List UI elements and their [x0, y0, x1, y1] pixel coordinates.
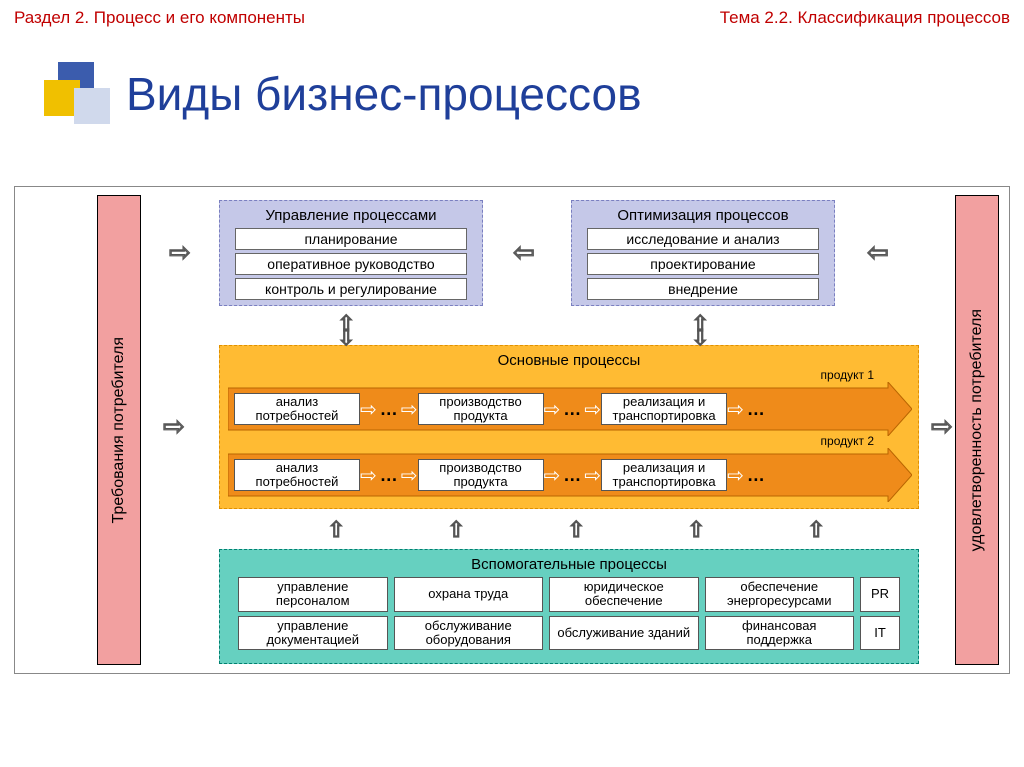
main-processes-box: Основные процессы продукт 1 продукт 2 ан… [219, 345, 919, 509]
support-item: PR [860, 577, 900, 612]
chain-step: анализ потребностей [234, 393, 360, 426]
right-pillar: удовлетворенность потребителя [955, 195, 999, 665]
arrow-icon: ⇩ [691, 325, 709, 351]
arrow-icon: ⇩ [337, 325, 355, 351]
left-pillar: Требования потребителя [97, 195, 141, 665]
process-diagram: Требования потребителя удовлетворенность… [14, 186, 1010, 674]
arrow-icon: ⇨ [544, 397, 561, 422]
optimization-box: Оптимизация процессов исследование и ана… [571, 200, 835, 306]
arrow-icon: ⇨ [931, 411, 953, 442]
mgmt-item: планирование [235, 228, 466, 250]
ellipsis: … [377, 465, 401, 486]
support-processes-box: Вспомогательные процессы управление перс… [219, 549, 919, 664]
opt-item: проектирование [587, 253, 818, 275]
arrow-icon: ⇨ [163, 411, 185, 442]
topic-label: Тема 2.2. Классификация процессов [720, 8, 1010, 28]
arrow-icon: ⇦ [867, 237, 889, 268]
page-header: Раздел 2. Процесс и его компоненты Тема … [0, 0, 1024, 28]
ellipsis: … [560, 399, 584, 420]
support-item: юридическое обеспечение [549, 577, 699, 612]
arrow-icon: ⇨ [401, 463, 418, 488]
right-pillar-label: удовлетворенность потребителя [968, 309, 986, 551]
page-title: Виды бизнес-процессов [126, 67, 642, 121]
decorative-squares [44, 62, 108, 126]
arrow-icon: ⇧ [687, 517, 705, 543]
arrow-icon: ⇨ [544, 463, 561, 488]
mgmt-item: оперативное руководство [235, 253, 466, 275]
arrow-icon: ⇨ [169, 237, 191, 268]
arrow-icon: ⇨ [360, 397, 377, 422]
support-item: управление документацией [238, 616, 388, 651]
ellipsis: … [560, 465, 584, 486]
support-item: обеспечение энергоресурсами [705, 577, 855, 612]
support-item: финансовая поддержка [705, 616, 855, 651]
chain-step: производство продукта [418, 393, 544, 426]
arrow-icon: ⇨ [727, 397, 744, 422]
chain-step: производство продукта [418, 459, 544, 492]
box-title: Основные процессы [228, 352, 910, 369]
support-item: управление персоналом [238, 577, 388, 612]
support-item: обслуживание зданий [549, 616, 699, 651]
box-title: Оптимизация процессов [580, 207, 826, 224]
ellipsis: … [377, 399, 401, 420]
arrow-icon: ⇨ [727, 463, 744, 488]
arrow-icon: ⇨ [401, 397, 418, 422]
chain-step: реализация и транспортировка [601, 393, 727, 426]
arrow-icon: ⇧ [807, 517, 825, 543]
product-label: продукт 1 [821, 368, 874, 382]
box-title: Управление процессами [228, 207, 474, 224]
chain-step: реализация и транспортировка [601, 459, 727, 492]
ellipsis: … [744, 465, 768, 486]
arrow-icon: ⇧ [447, 517, 465, 543]
opt-item: исследование и анализ [587, 228, 818, 250]
section-label: Раздел 2. Процесс и его компоненты [14, 8, 305, 28]
mgmt-item: контроль и регулирование [235, 278, 466, 300]
arrow-icon: ⇨ [584, 397, 601, 422]
opt-item: внедрение [587, 278, 818, 300]
support-row: управление документацией обслуживание об… [238, 616, 900, 651]
arrow-icon: ⇧ [567, 517, 585, 543]
arrow-icon: ⇨ [584, 463, 601, 488]
support-item: IT [860, 616, 900, 651]
box-title: Вспомогательные процессы [228, 556, 910, 573]
management-box: Управление процессами планирование опера… [219, 200, 483, 306]
product-label: продукт 2 [821, 434, 874, 448]
support-row: управление персоналом охрана труда юриди… [238, 577, 900, 612]
process-chain: анализ потребностей ⇨…⇨ производство про… [228, 448, 912, 502]
title-row: Виды бизнес-процессов [44, 62, 1024, 126]
support-item: обслуживание оборудования [394, 616, 544, 651]
support-item: охрана труда [394, 577, 544, 612]
left-pillar-label: Требования потребителя [110, 337, 128, 523]
chain-step: анализ потребностей [234, 459, 360, 492]
arrow-icon: ⇧ [327, 517, 345, 543]
arrow-icon: ⇨ [360, 463, 377, 488]
ellipsis: … [744, 399, 768, 420]
process-chain: анализ потребностей ⇨…⇨ производство про… [228, 382, 912, 436]
arrow-icon: ⇦ [513, 237, 535, 268]
